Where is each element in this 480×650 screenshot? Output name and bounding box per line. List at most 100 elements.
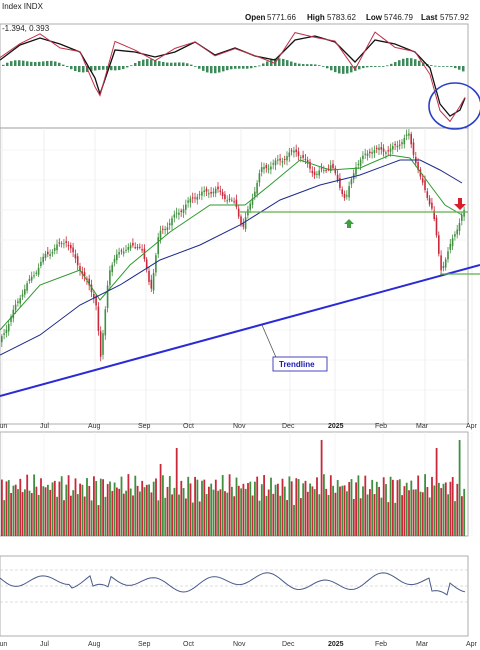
candle-body (113, 258, 116, 263)
x-axis-tick-label: Sep (138, 641, 151, 648)
candle-body (380, 147, 383, 150)
low-value: 5746.79 (384, 13, 413, 22)
candle-body (152, 272, 155, 291)
candle-body (456, 229, 458, 235)
candle-body (304, 158, 307, 160)
candle-body (5, 329, 8, 333)
candle-body (461, 214, 463, 221)
volume-bar (323, 474, 325, 536)
volume-bar (201, 480, 203, 536)
volume-bar (281, 478, 284, 536)
volume-bar (219, 489, 222, 536)
volume-bar (97, 505, 100, 536)
candle-body (438, 235, 440, 254)
last-value: 5757.92 (440, 13, 469, 22)
volume-bar (106, 484, 109, 536)
macd-hist-bar (258, 65, 261, 67)
candle-body (53, 248, 56, 251)
volume-bar (233, 496, 236, 536)
candle-body (109, 270, 111, 286)
candle-body (187, 200, 189, 203)
macd-hist-bar (398, 60, 401, 66)
volume-bar (53, 480, 56, 536)
candle-body (175, 212, 178, 214)
candle-body (141, 249, 143, 251)
candle-body (162, 228, 164, 230)
volume-bar (392, 479, 394, 536)
candle-body (362, 155, 364, 160)
candle-body (58, 242, 61, 244)
candle-body (385, 152, 387, 154)
macd-hist-bar (202, 66, 205, 71)
candle-body (440, 255, 442, 271)
volume-bar (449, 481, 452, 536)
candle-body (451, 238, 454, 247)
volume-bar (72, 490, 75, 536)
volume-bar (320, 440, 323, 536)
candle-body (309, 161, 311, 169)
volume-bar (380, 497, 383, 536)
candle-body (76, 256, 79, 266)
candle-body (359, 159, 362, 166)
macd-hist-bar (22, 60, 25, 66)
candle-body (205, 188, 208, 192)
volume-bar (438, 482, 440, 536)
candle-body (157, 237, 159, 255)
candle-body (178, 212, 180, 215)
candle-body (288, 152, 291, 157)
candle-body (145, 259, 148, 270)
macd-hist-bar (462, 66, 465, 72)
volume-bar (293, 504, 295, 536)
candle-body (217, 186, 219, 190)
candle-body (224, 194, 226, 200)
macd-hist-bar (310, 64, 313, 66)
volume-bar (332, 485, 334, 536)
volume-bar (56, 496, 58, 536)
volume-bar (375, 481, 378, 536)
candle-body (447, 251, 449, 260)
x-axis-tick-label: Jul (40, 423, 49, 430)
macd-hist-bar (458, 66, 461, 70)
candle-body (210, 191, 212, 194)
candle-body (116, 254, 118, 261)
candle-body (300, 157, 302, 159)
volume-bar (175, 448, 178, 536)
macd-hist-bar (110, 66, 113, 71)
volume-bar (382, 477, 385, 536)
volume-bar (10, 492, 12, 536)
volume-bar (341, 485, 344, 536)
candle-body (196, 196, 199, 200)
macd-hist-bar (118, 66, 121, 71)
volume-bar (405, 482, 408, 536)
volume-bar (442, 483, 445, 536)
volume-bar (60, 476, 63, 536)
candle-body (102, 333, 104, 355)
macd-hist-bar (446, 66, 449, 67)
candle-body (49, 254, 51, 257)
volume-bar (311, 486, 314, 536)
macd-hist-bar (226, 66, 229, 71)
volume-bar (228, 474, 231, 536)
macd-hist-bar (382, 66, 385, 67)
macd-hist-bar (50, 60, 53, 66)
annotation-circle (428, 82, 480, 130)
volume-bar (51, 482, 54, 536)
macd-hist-bar (210, 66, 213, 74)
volume-bar (226, 492, 229, 536)
candle-body (24, 289, 26, 295)
volume-bar (403, 486, 406, 536)
candle-body (12, 309, 15, 319)
macd-hist-bar (266, 61, 269, 66)
macd-hist-bar (386, 65, 389, 67)
green-up-arrow (344, 219, 354, 228)
candle-body (136, 246, 139, 249)
candle-body (318, 170, 320, 176)
last-label: Last (421, 13, 438, 22)
candle-body (93, 293, 95, 299)
macd-hist-bar (190, 64, 193, 66)
volume-bar (456, 483, 459, 536)
volume-bar (198, 501, 201, 536)
candle-body (463, 210, 465, 217)
x-axis-tick-label: Mar (416, 641, 429, 648)
macd-hist-bar (98, 66, 101, 70)
